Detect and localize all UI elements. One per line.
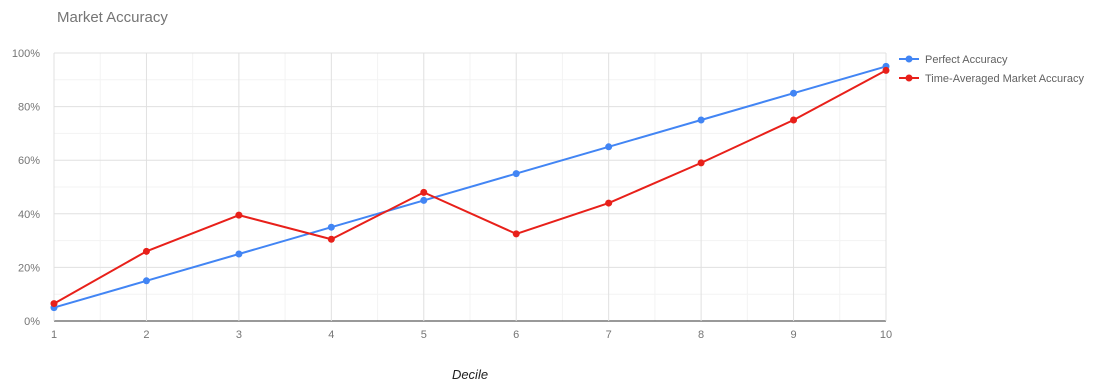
series-2-point [420, 188, 428, 196]
series-2-point [142, 247, 150, 255]
y-tick-label: 80% [18, 102, 40, 114]
y-tick-label: 20% [18, 262, 40, 274]
y-tick-label: 40% [18, 209, 40, 221]
series-2-point [512, 230, 520, 238]
series-2-point [605, 199, 613, 207]
series-1-point [790, 89, 798, 97]
series-2-point [790, 116, 798, 124]
x-tick-label: 3 [236, 329, 242, 341]
series-1-point [512, 170, 520, 178]
legend: Perfect Accuracy Time-Averaged Market Acc… [899, 54, 1084, 85]
series-2-point [697, 159, 705, 167]
legend-label: Perfect Accuracy [925, 54, 1008, 66]
x-tick-label: 2 [143, 329, 149, 341]
x-axis-ticks: 1 2 3 4 5 6 7 8 9 10 [51, 329, 892, 341]
series-1-point [235, 250, 243, 258]
x-tick-label: 10 [880, 329, 892, 341]
x-tick-label: 1 [51, 329, 57, 341]
series-2-point [882, 66, 890, 74]
x-tick-label: 6 [513, 329, 519, 341]
x-axis-label: Decile [452, 367, 488, 382]
series-1-point [605, 143, 613, 151]
y-axis-ticks: 0% 20% 40% 60% 80% 100% [12, 48, 40, 328]
legend-swatch-marker [905, 74, 913, 82]
x-tick-label: 4 [328, 329, 334, 341]
y-tick-label: 60% [18, 155, 40, 167]
series-1-point [420, 196, 428, 204]
series-layer [50, 62, 890, 312]
legend-label: Time-Averaged Market Accuracy [925, 73, 1084, 85]
legend-swatch-marker [905, 55, 913, 63]
x-tick-label: 9 [790, 329, 796, 341]
series-1-point [327, 223, 335, 231]
series-1-point [697, 116, 705, 124]
series-line-2 [53, 69, 887, 305]
series-2-point [235, 211, 243, 219]
y-tick-label: 100% [12, 48, 40, 60]
y-tick-label: 0% [24, 316, 40, 328]
x-tick-label: 7 [606, 329, 612, 341]
series-2-point [50, 300, 58, 308]
chart-title: Market Accuracy [57, 9, 168, 26]
series-2-point [327, 235, 335, 243]
x-tick-label: 5 [421, 329, 427, 341]
series-1-point [142, 277, 150, 285]
series-line-1 [53, 65, 887, 309]
x-tick-label: 8 [698, 329, 704, 341]
